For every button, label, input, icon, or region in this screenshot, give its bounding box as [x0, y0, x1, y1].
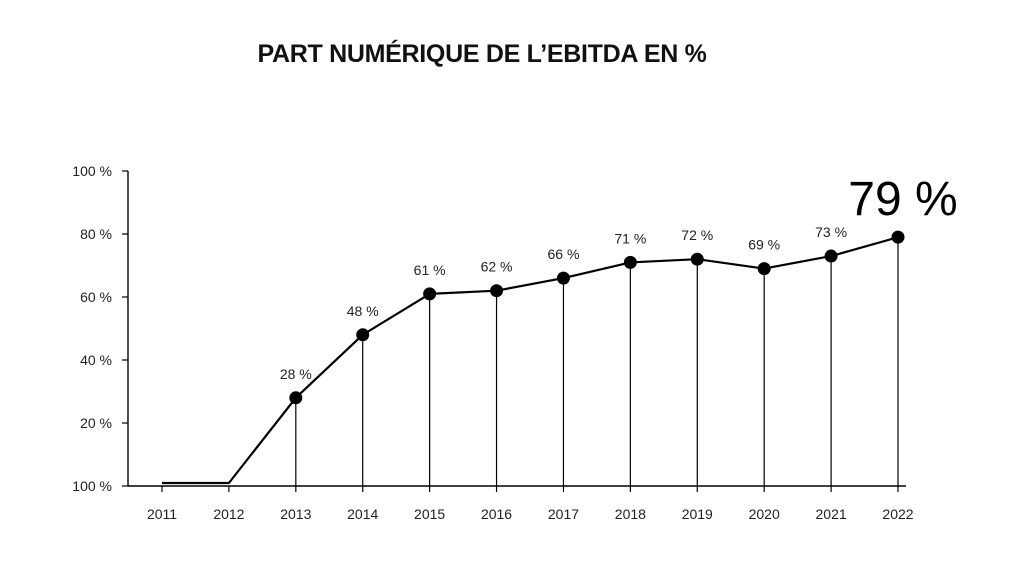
x-tick-label: 2011 [147, 506, 177, 522]
x-tick-label: 2021 [816, 506, 847, 522]
data-label: 73 % [815, 224, 847, 240]
y-tick-label: 60 % [80, 289, 112, 305]
data-label-highlight: 79 % [848, 173, 957, 226]
series-line-path [162, 236, 899, 485]
markers [289, 230, 905, 405]
data-point [891, 230, 905, 244]
data-label: 61 % [414, 262, 446, 278]
data-point [757, 262, 771, 276]
y-tick-label: 80 % [80, 226, 112, 242]
chart-title: PART NUMÉRIQUE DE L’EBITDA EN % [257, 40, 707, 68]
y-tick-label: 100 % [72, 478, 112, 494]
y-tick-label: 20 % [80, 415, 112, 431]
data-point [824, 249, 838, 263]
x-tick-label: 2018 [615, 506, 646, 522]
axes: 100 % 20 % 40 % 60 % 80 % 100 % 2011 2012 2013 20… [72, 163, 913, 522]
x-tick-label: 2016 [481, 506, 512, 522]
data-point [356, 328, 370, 342]
data-label: 71 % [614, 230, 646, 246]
data-point [690, 252, 704, 266]
data-point [490, 284, 504, 298]
data-label: 66 % [547, 246, 579, 262]
data-point [623, 255, 637, 269]
x-tick-label: 2019 [682, 506, 713, 522]
y-tick-label: 100 % [72, 163, 112, 179]
data-label: 72 % [681, 227, 713, 243]
data-point [423, 287, 437, 301]
x-tick-label: 2020 [749, 506, 780, 522]
x-tick-label: 2012 [213, 506, 244, 522]
series-line [162, 236, 899, 485]
x-tick-label: 2022 [882, 506, 913, 522]
data-labels: 28 % 48 % 61 % 62 % 66 % 71 % 72 % 69 % 73 %79 % [280, 173, 958, 382]
drop-lines [295, 237, 899, 486]
data-point [556, 271, 570, 285]
data-label: 69 % [748, 237, 780, 253]
x-tick-label: 2014 [347, 506, 378, 522]
data-label: 62 % [481, 259, 513, 275]
data-label: 48 % [347, 303, 379, 319]
x-tick-label: 2013 [280, 506, 311, 522]
data-point [289, 391, 303, 405]
x-tick-label: 2017 [548, 506, 579, 522]
x-tick-label: 2015 [414, 506, 445, 522]
data-label: 28 % [280, 366, 312, 382]
y-tick-label: 40 % [80, 352, 112, 368]
